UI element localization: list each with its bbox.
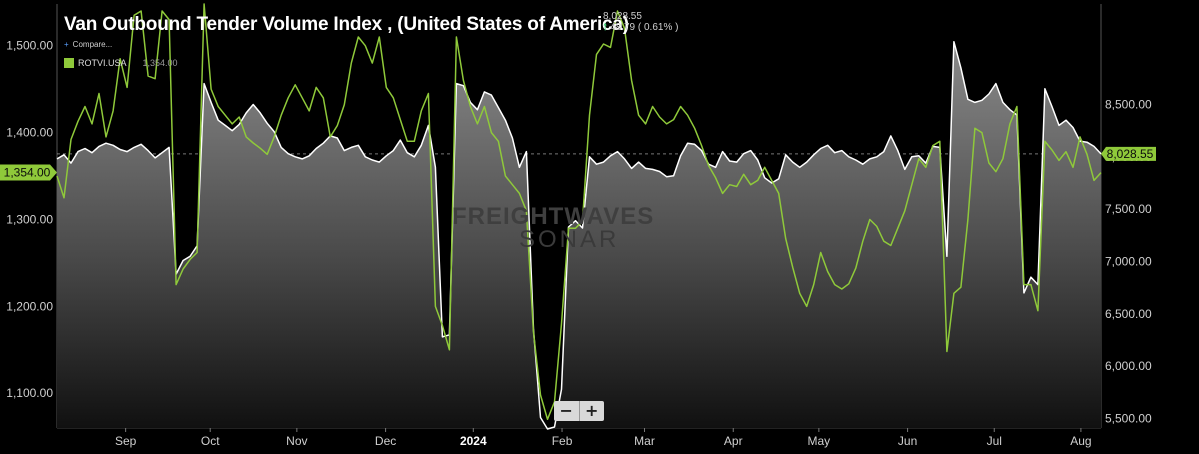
right-tick-label: 5,500.00 <box>1105 412 1152 426</box>
last-value-box: 8,028.55 🠕 48.79 ( 0.61% ) <box>603 11 678 33</box>
rotvi-line-path <box>56 3 1102 421</box>
right-last-value-badge <box>1101 146 1156 161</box>
right-last-value-label: 8,028.55 <box>1107 147 1154 161</box>
right-tick-label: 6,500.00 <box>1105 307 1152 321</box>
left-tick-label: 1,300.00 <box>6 212 53 226</box>
left-tick-label: 1,100.00 <box>6 386 53 400</box>
left-tick-label: 1,500.00 <box>6 39 53 53</box>
legend-series-name: ROTVI.USA <box>78 58 127 68</box>
left-tick-label: 1,400.00 <box>6 126 53 140</box>
left-last-value-label: 1,354.00 <box>4 166 51 180</box>
x-tick-label: Feb <box>552 434 573 448</box>
compare-button[interactable]: + Compare... <box>64 40 112 49</box>
right-tick-label: 6,000.00 <box>1105 359 1152 373</box>
x-tick-label: Jul <box>987 434 1002 448</box>
plus-icon: + <box>64 40 69 49</box>
chart-title: Van Outbound Tender Volume Index , (Unit… <box>64 14 629 35</box>
axis-labels: 1,500.00 1,400.00 1,300.00 1,200.00 1,100.00… <box>0 39 1156 448</box>
right-tick-label: 7,000.00 <box>1105 255 1152 269</box>
x-tick-label: May <box>808 434 831 448</box>
x-tick-label: Apr <box>724 434 743 448</box>
right-tick-label: 7,500.00 <box>1105 202 1152 216</box>
x-tick-label: Mar <box>634 434 655 448</box>
x-tick-label: Jun <box>898 434 917 448</box>
x-tick-label: 2024 <box>460 434 487 448</box>
left-tick-label: 1,200.00 <box>6 299 53 313</box>
watermark-sonar: SONAR <box>519 226 620 253</box>
x-tick-label: Dec <box>375 434 396 448</box>
right-tick-label: 8,500.00 <box>1105 98 1152 112</box>
legend-swatch <box>64 58 74 68</box>
zoom-control: − + <box>554 401 604 421</box>
x-tick-label: Oct <box>201 434 220 448</box>
van-index-area-fill <box>57 41 1101 429</box>
last-value: 8,028.55 <box>603 11 642 22</box>
arrow-up-icon: 🠕 <box>603 22 608 33</box>
compare-label: Compare... <box>72 40 113 49</box>
zoom-out-button[interactable]: − <box>554 401 579 421</box>
left-last-value-badge <box>0 164 57 181</box>
legend[interactable]: ROTVI.USA 1,354.00 <box>64 58 178 68</box>
legend-series-value: 1,354.00 <box>142 58 178 68</box>
change-value: 48.79 ( 0.61% ) <box>610 22 679 33</box>
change-row: 🠕 48.79 ( 0.61% ) <box>603 22 678 33</box>
zoom-in-button[interactable]: + <box>578 401 605 421</box>
x-tick-label: Nov <box>286 434 307 448</box>
watermark-freightwaves: FREIGHTWAVES <box>452 203 655 230</box>
x-tick-label: Sep <box>115 434 137 448</box>
rotvi-line <box>56 3 1102 421</box>
x-tick-label: Aug <box>1070 434 1091 448</box>
